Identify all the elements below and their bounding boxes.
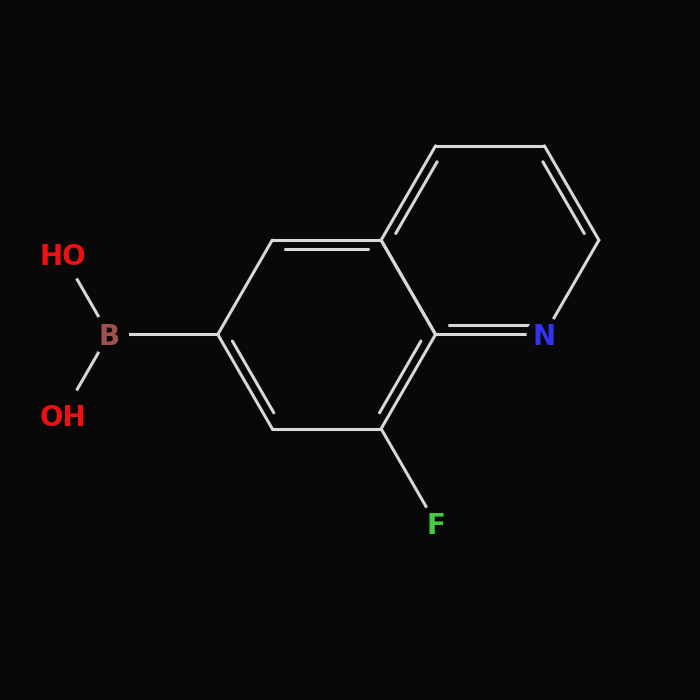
Circle shape [419,506,453,540]
Text: B: B [98,323,120,351]
Text: F: F [426,512,445,540]
Text: OH: OH [39,404,86,432]
Text: HO: HO [39,244,86,272]
Circle shape [36,227,90,281]
Circle shape [36,387,90,442]
Circle shape [527,317,561,351]
Circle shape [90,315,128,354]
Text: N: N [533,323,556,351]
